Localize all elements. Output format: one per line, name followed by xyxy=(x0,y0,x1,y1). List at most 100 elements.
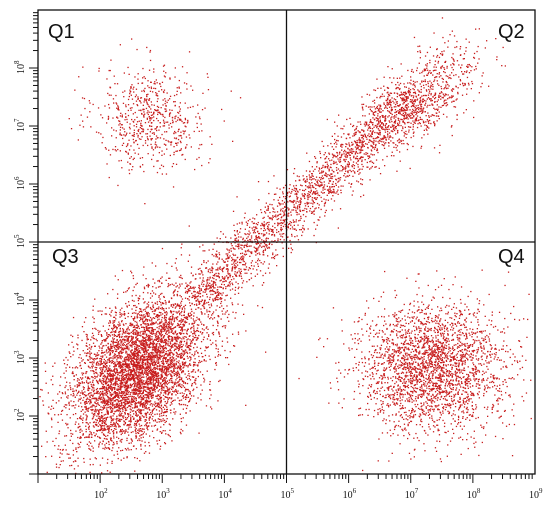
scatter-point xyxy=(144,330,146,332)
scatter-point xyxy=(419,51,422,54)
scatter-point xyxy=(111,360,113,362)
scatter-point xyxy=(110,340,113,342)
scatter-point xyxy=(176,269,178,271)
scatter-point xyxy=(400,139,402,142)
scatter-point xyxy=(103,427,106,429)
scatter-point xyxy=(91,408,94,411)
scatter-point xyxy=(120,439,122,441)
scatter-point xyxy=(177,397,179,399)
scatter-point xyxy=(171,371,173,374)
scatter-point xyxy=(366,143,368,145)
scatter-point xyxy=(139,435,141,437)
scatter-point xyxy=(181,395,184,397)
scatter-point xyxy=(156,359,158,361)
scatter-point xyxy=(135,413,137,415)
scatter-point xyxy=(112,393,114,395)
scatter-point xyxy=(438,84,440,86)
scatter-point xyxy=(133,333,135,335)
scatter-point xyxy=(110,379,112,381)
scatter-point xyxy=(423,99,425,102)
scatter-point xyxy=(427,133,429,135)
scatter-point xyxy=(387,126,389,128)
scatter-point xyxy=(148,336,150,338)
scatter-point xyxy=(461,71,463,73)
scatter-point xyxy=(69,382,71,384)
scatter-point xyxy=(128,377,130,379)
scatter-point xyxy=(412,104,415,106)
scatter-point xyxy=(416,107,419,109)
scatter-point xyxy=(451,90,453,92)
scatter-point xyxy=(110,378,113,380)
scatter-point xyxy=(112,322,114,324)
scatter-point xyxy=(170,363,172,365)
scatter-point xyxy=(126,382,128,384)
scatter-point xyxy=(102,430,104,432)
scatter-point xyxy=(86,443,88,445)
scatter-point xyxy=(397,81,399,84)
scatter-point xyxy=(111,347,113,350)
scatter-point xyxy=(438,94,440,97)
scatter-point xyxy=(120,383,122,385)
scatter-point xyxy=(162,99,164,101)
scatter-point xyxy=(113,331,115,333)
scatter-point xyxy=(137,136,139,138)
scatter-point xyxy=(151,132,154,134)
scatter-point xyxy=(103,387,106,389)
scatter-point xyxy=(162,313,164,315)
scatter-point xyxy=(166,406,168,408)
scatter-point xyxy=(100,334,102,336)
scatter-point xyxy=(104,375,106,377)
scatter-point xyxy=(112,320,114,322)
scatter-point xyxy=(420,147,422,149)
scatter-point xyxy=(207,89,210,91)
scatter-point xyxy=(433,69,436,71)
scatter-point xyxy=(136,421,138,423)
scatter-point xyxy=(104,421,107,423)
scatter-point xyxy=(422,84,425,86)
scatter-point xyxy=(139,401,142,403)
scatter-point xyxy=(111,331,113,333)
scatter-point xyxy=(103,414,105,416)
scatter-point xyxy=(171,336,173,339)
scatter-point xyxy=(107,398,110,400)
scatter-point xyxy=(127,104,130,106)
scatter-point xyxy=(158,361,160,364)
scatter-point xyxy=(197,300,200,302)
scatter-point xyxy=(166,355,169,357)
scatter-point xyxy=(437,62,439,64)
scatter-point xyxy=(169,112,171,115)
scatter-point xyxy=(136,388,138,391)
scatter-point xyxy=(146,333,148,335)
scatter-point xyxy=(216,294,219,296)
scatter-point xyxy=(92,381,94,383)
scatter-point xyxy=(65,449,67,451)
scatter-point xyxy=(154,370,157,373)
scatter-point xyxy=(114,357,116,359)
scatter-point xyxy=(84,436,86,439)
scatter-point xyxy=(140,138,142,140)
scatter-point xyxy=(133,331,135,333)
scatter-point xyxy=(157,358,160,360)
scatter-point xyxy=(74,396,76,398)
scatter-point xyxy=(115,428,117,430)
scatter-point xyxy=(140,347,142,349)
scatter-point xyxy=(153,132,155,134)
scatter-point xyxy=(201,323,203,325)
scatter-point xyxy=(135,389,137,392)
scatter-point xyxy=(155,379,157,381)
scatter-point xyxy=(173,284,175,286)
scatter-point xyxy=(151,418,153,420)
scatter-point xyxy=(118,343,120,345)
scatter-point xyxy=(168,127,170,129)
scatter-point xyxy=(409,167,411,170)
scatter-point xyxy=(136,346,138,348)
scatter-point xyxy=(139,375,141,377)
scatter-point xyxy=(170,144,172,146)
scatter-point xyxy=(204,107,206,109)
scatter-point xyxy=(215,329,218,331)
scatter-point xyxy=(145,381,147,384)
scatter-point xyxy=(421,112,423,114)
scatter-point xyxy=(412,132,415,134)
scatter-point xyxy=(164,341,166,343)
scatter-point xyxy=(455,99,457,101)
